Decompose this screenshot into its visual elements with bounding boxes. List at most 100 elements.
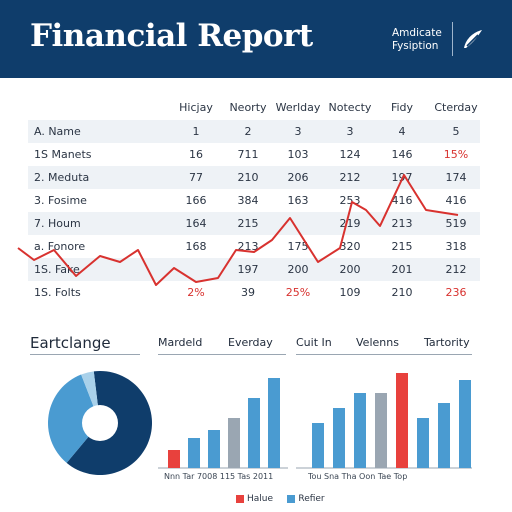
brand-name: Amdicate Fysiption: [392, 27, 442, 53]
table-cell: 210: [237, 171, 259, 184]
table-cell: 320: [339, 240, 361, 253]
table-cell: 168: [185, 240, 207, 253]
row-label: 1S. Folts: [34, 286, 81, 299]
column-header[interactable]: Notecty: [328, 101, 372, 114]
column-header[interactable]: Fidy: [390, 101, 414, 114]
table-cell: 519: [445, 217, 467, 230]
row-label: a. Fonore: [34, 240, 86, 253]
report-header: Financial Report Amdicate Fysiption: [0, 0, 512, 78]
bar: [312, 423, 324, 468]
table-header-row: Hicjay Neorty Werlday Notecty Fidy Cterday: [28, 96, 480, 120]
bar: [333, 408, 345, 468]
table-cell: 201: [391, 263, 413, 276]
table-cell: 206: [287, 171, 309, 184]
bar1-header-2: Everday: [228, 336, 273, 349]
table-row[interactable]: 1S Manets 16 711 103 124 146 15%: [28, 143, 480, 166]
bar-chart-1: [158, 378, 288, 469]
table-cell: 163: [287, 194, 309, 207]
bar2-header-2: Velenns: [356, 336, 399, 349]
table-cell: 197: [237, 263, 259, 276]
table-cell: 416: [391, 194, 413, 207]
bar: [208, 430, 220, 468]
table-cell: 384: [237, 194, 259, 207]
table-row[interactable]: 3. Fosime 166 384 163 253 416 416: [28, 189, 480, 212]
table-cell: 3: [346, 125, 354, 138]
table-cell: 416: [445, 194, 467, 207]
table-cell: [274, 212, 322, 235]
table-cell: 15%: [443, 148, 469, 161]
bar: [396, 373, 408, 468]
bar2-header-1: Cuit In: [296, 336, 332, 349]
bar1-x-ticks: Nnn Tar 7008 115 Tas 2011: [164, 472, 274, 481]
table-cell: 253: [339, 194, 361, 207]
table-cell: 212: [339, 171, 361, 184]
column-header[interactable]: Werlday: [275, 101, 321, 114]
table-row[interactable]: 2. Meduta 77 210 206 212 197 174: [28, 166, 480, 189]
table-cell: 103: [287, 148, 309, 161]
row-label: A. Name: [34, 125, 81, 138]
table-cell: 213: [237, 240, 259, 253]
legend-swatch-blue: [287, 494, 296, 503]
bar2-header-3: Tartority: [424, 336, 470, 349]
table-row[interactable]: a. Fonore 168 213 175 320 215 318: [28, 235, 480, 258]
bar2-x-ticks: Tou Sna Tha Oon Tae Top: [308, 472, 408, 481]
bar: [438, 403, 450, 468]
bar: [417, 418, 429, 468]
bar: [168, 450, 180, 468]
chart-legend: Halue Refier: [236, 494, 325, 504]
table-row[interactable]: 1S. Folts 2% 39 25% 109 210 236: [28, 281, 480, 304]
pie-slice: [47, 374, 100, 463]
table-cell: 39: [241, 286, 255, 299]
table-cell: 109: [339, 286, 361, 299]
table-cell: 236: [445, 286, 467, 299]
column-header[interactable]: Cterday: [434, 101, 478, 114]
table-cell: 215: [237, 217, 259, 230]
table-cell: 219: [339, 217, 361, 230]
table-cell: 3: [294, 125, 302, 138]
table-row[interactable]: 7. Houm 164 215 219 213 519: [28, 212, 480, 235]
pie-section-title: Eartclange: [30, 334, 111, 352]
table-cell: 16: [189, 148, 203, 161]
pie-chart: [47, 371, 152, 475]
table-cell: 5: [452, 125, 460, 138]
bar: [375, 393, 387, 468]
table-cell: [172, 258, 220, 281]
table-cell: 318: [445, 240, 467, 253]
legend-label-2: Refier: [298, 494, 325, 504]
table-cell: 164: [185, 217, 207, 230]
page-title: Financial Report: [30, 18, 313, 54]
bar: [354, 393, 366, 468]
table-row[interactable]: 1S. Fake 197 200 200 201 212: [28, 258, 480, 281]
column-header[interactable]: Neorty: [229, 101, 267, 114]
row-label: 1S. Fake: [34, 263, 80, 276]
table-cell: 1: [192, 125, 200, 138]
row-label: 3. Fosime: [34, 194, 87, 207]
bar1-header-rule: [158, 354, 286, 355]
table-cell: 25%: [285, 286, 311, 299]
table-row[interactable]: A. Name 1 2 3 3 4 5: [28, 120, 480, 143]
legend-label-1: Halue: [247, 494, 274, 504]
row-label: 7. Houm: [34, 217, 81, 230]
bar: [268, 378, 280, 468]
table-cell: 77: [189, 171, 203, 184]
table-cell: 213: [391, 217, 413, 230]
bar1-header-1: Mardeld: [158, 336, 203, 349]
bar: [188, 438, 200, 468]
table-cell: 212: [445, 263, 467, 276]
table-cell: 2%: [187, 286, 205, 299]
column-header[interactable]: Hicjay: [179, 101, 213, 114]
pie-section-rule: [30, 354, 140, 355]
row-label: 2. Meduta: [34, 171, 90, 184]
table-cell: 200: [287, 263, 309, 276]
table-cell: 197: [391, 171, 413, 184]
table-cell: 166: [185, 194, 207, 207]
bar-chart-2: [296, 373, 472, 469]
bar: [248, 398, 260, 468]
bar2-header-rule: [296, 354, 472, 355]
table-cell: 146: [391, 148, 413, 161]
table-cell: 124: [339, 148, 361, 161]
table-cell: 215: [391, 240, 413, 253]
bar: [459, 380, 471, 468]
brand-line-1: Amdicate: [392, 27, 442, 39]
bar: [228, 418, 240, 468]
